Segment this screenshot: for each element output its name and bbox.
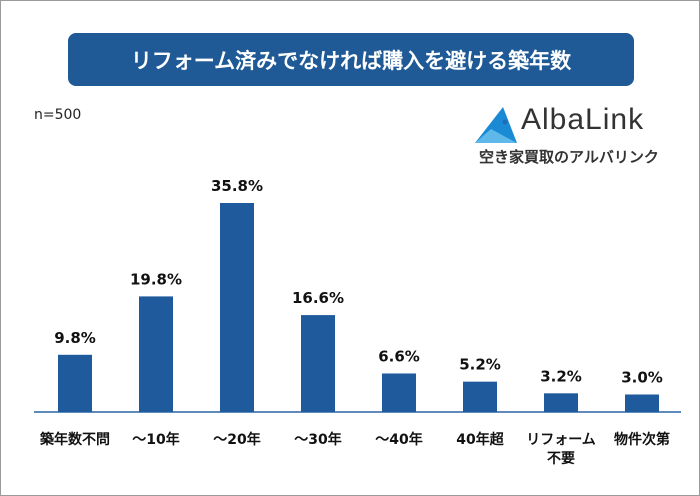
data-label: 5.2%: [459, 356, 501, 374]
category-label: 不要: [547, 451, 575, 467]
sample-size-note: n=500: [34, 107, 82, 123]
data-label: 19.8%: [130, 270, 182, 288]
logo-wordmark: AlbaLink: [521, 103, 645, 136]
category-label: ～20年: [213, 431, 260, 448]
bar: [301, 315, 335, 412]
category-label: ～10年: [132, 431, 179, 448]
logo-tagline: 空き家買取のアルバリンク: [479, 148, 659, 166]
chart-title: リフォーム済みでなければ購入を避ける築年数: [68, 33, 634, 86]
category-label: 物件次第: [614, 431, 670, 448]
data-label: 16.6%: [292, 289, 344, 307]
category-label: ～40年: [375, 431, 422, 448]
data-label: 35.8%: [211, 177, 263, 195]
bar: [625, 394, 659, 412]
data-label: 6.6%: [378, 347, 420, 365]
bar: [58, 354, 92, 412]
data-label: 3.2%: [540, 367, 582, 385]
bar: [139, 296, 173, 412]
bar: [382, 373, 416, 412]
category-label: ～30年: [294, 431, 341, 448]
category-label: リフォーム: [526, 432, 596, 448]
bar: [544, 393, 578, 412]
category-label: 40年超: [456, 431, 504, 448]
category-label: 築年数不問: [39, 431, 110, 448]
albalink-logo: AlbaLink 空き家買取のアルバリンク: [471, 101, 686, 171]
logo-triangle-icon: [475, 107, 517, 143]
data-label: 9.8%: [54, 329, 96, 347]
data-label: 3.0%: [621, 368, 663, 386]
bar: [463, 381, 497, 412]
bar: [220, 203, 254, 412]
